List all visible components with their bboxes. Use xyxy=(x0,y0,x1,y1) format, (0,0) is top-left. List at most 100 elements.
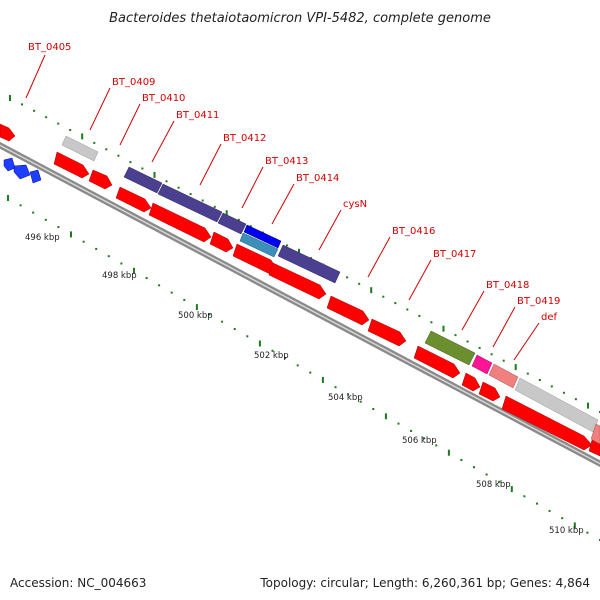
feature-teal-0414[interactable] xyxy=(239,232,279,258)
scale-tick-minor xyxy=(105,148,108,151)
scale-tick-minor xyxy=(536,502,538,505)
scale-tick-minor xyxy=(296,364,299,367)
scale-tick-major xyxy=(510,486,513,493)
blue-feature-3[interactable] xyxy=(29,169,42,184)
gene-label-def[interactable]: def xyxy=(513,312,558,361)
gene-label-text: BT_0417 xyxy=(433,249,476,260)
scale-tick-minor xyxy=(170,291,173,294)
feature-pink-edge[interactable] xyxy=(590,423,600,445)
leader-line xyxy=(367,236,391,278)
gene-labels: BT_0405 BT_0409 BT_0410 BT_0411 BT_0412 … xyxy=(25,42,560,361)
leader-line xyxy=(199,143,222,186)
scale-tick-minor xyxy=(334,386,337,389)
gene-label-text: BT_0413 xyxy=(265,156,308,167)
cds-arrow-0413[interactable] xyxy=(209,231,234,253)
gene-label-text: BT_0419 xyxy=(517,296,560,307)
cds-track xyxy=(0,123,600,457)
cds-arrow-next[interactable] xyxy=(501,395,593,451)
scale-tick-major xyxy=(7,195,9,201)
cds-arrow-0410[interactable] xyxy=(88,169,113,190)
scale-tick-minor xyxy=(382,295,385,298)
cds-arrow-0405[interactable] xyxy=(0,123,16,142)
gene-label-bt0419[interactable]: BT_0419 xyxy=(492,296,560,348)
cds-arrow-0418[interactable] xyxy=(413,345,461,379)
feature-pink-def[interactable] xyxy=(488,363,519,389)
gene-label-cysn[interactable]: cysN xyxy=(318,199,367,251)
cds-arrow-0411[interactable] xyxy=(115,186,152,213)
feature-purple-cysN[interactable] xyxy=(277,244,341,284)
scale-tick-minor xyxy=(233,328,236,330)
cds-arrow-0416[interactable] xyxy=(326,295,370,326)
genome-backbone xyxy=(0,141,600,468)
feature-olive-0418[interactable] xyxy=(424,330,476,366)
scale-tick-major xyxy=(384,413,387,420)
gene-label-bt0409[interactable]: BT_0409 xyxy=(89,77,155,131)
scale-tick-minor xyxy=(418,314,421,317)
cds-arrow-def[interactable] xyxy=(478,381,501,402)
scale-tick-minor xyxy=(490,353,493,356)
gene-label-bt0416[interactable]: BT_0416 xyxy=(367,226,435,278)
cds-arrow-0419[interactable] xyxy=(461,372,481,392)
scale-tick-minor xyxy=(523,495,526,498)
scale-tick-minor xyxy=(526,372,529,375)
feature-purple-0411[interactable] xyxy=(123,166,163,194)
scale-tick-minor xyxy=(69,129,72,131)
gene-label-text: BT_0409 xyxy=(112,77,155,88)
feature-gray-0409[interactable] xyxy=(61,135,99,162)
scale-tick-major xyxy=(195,304,198,311)
cds-arrow-0412[interactable] xyxy=(148,202,212,243)
scale-tick-minor xyxy=(430,321,433,324)
gene-label-bt0411[interactable]: BT_0411 xyxy=(151,110,219,163)
feature-magenta-0419[interactable] xyxy=(471,354,493,375)
scale-tick-minor xyxy=(478,346,481,349)
gene-label-bt0405[interactable]: BT_0405 xyxy=(25,42,71,99)
map-title: Bacteroides thetaiotaomicron VPI-5482, c… xyxy=(109,11,491,26)
feature-purple-0413[interactable] xyxy=(217,212,247,235)
scale-label-506: 506 kbp xyxy=(402,436,437,446)
scale-tick-major xyxy=(9,95,11,101)
scale-tick-minor xyxy=(586,531,589,534)
scale-tick-minor xyxy=(93,141,96,144)
leader-line xyxy=(151,120,175,163)
scale-tick-minor xyxy=(473,466,475,469)
cds-arrow-0409[interactable] xyxy=(53,151,90,179)
scale-tick-minor xyxy=(435,444,438,447)
scale-label-496: 496 kbp xyxy=(25,233,60,243)
blue-feature-1[interactable] xyxy=(3,157,16,172)
leader-line xyxy=(241,166,264,209)
scale-tick-minor xyxy=(394,302,397,305)
scale-tick-minor xyxy=(372,408,375,410)
scale-tick-minor xyxy=(117,154,120,157)
gene-label-bt0414[interactable]: BT_0414 xyxy=(271,173,339,225)
scale-tick-minor xyxy=(158,284,161,287)
scale-tick-minor xyxy=(346,276,349,279)
scale-tick-minor xyxy=(574,398,577,401)
scale-tick-major xyxy=(447,449,450,456)
scale-tick-minor xyxy=(285,244,288,247)
scale-tick-minor xyxy=(410,429,413,432)
cds-arrow-cysN[interactable] xyxy=(268,262,327,300)
scale-tick-major xyxy=(587,402,589,409)
scale-tick-minor xyxy=(33,109,36,112)
scale-tick-minor xyxy=(466,340,469,343)
scale-label-502: 502 kbp xyxy=(254,351,289,361)
scale-tick-major xyxy=(321,376,324,383)
cds-arrow-0417[interactable] xyxy=(367,318,407,347)
gene-label-bt0410[interactable]: BT_0410 xyxy=(119,93,185,146)
scale-tick-minor xyxy=(141,167,144,170)
feature-blue-0414[interactable] xyxy=(243,224,282,249)
gene-label-bt0412[interactable]: BT_0412 xyxy=(199,133,266,186)
scale-tick-minor xyxy=(422,437,425,440)
gene-label-bt0417[interactable]: BT_0417 xyxy=(408,249,476,301)
feature-purple-0412[interactable] xyxy=(157,183,223,223)
gene-label-bt0413[interactable]: BT_0413 xyxy=(241,156,308,209)
feature-track xyxy=(61,135,600,445)
feature-gray-next[interactable] xyxy=(514,377,599,433)
scale-tick-minor xyxy=(201,199,204,202)
scale-tick-minor xyxy=(165,180,168,183)
gene-label-bt0418[interactable]: BT_0418 xyxy=(461,280,529,331)
scale-tick-minor xyxy=(284,357,287,360)
blue-feature-2[interactable] xyxy=(13,164,31,180)
scale-label-508: 508 kbp xyxy=(476,480,511,490)
leader-line xyxy=(271,183,295,225)
